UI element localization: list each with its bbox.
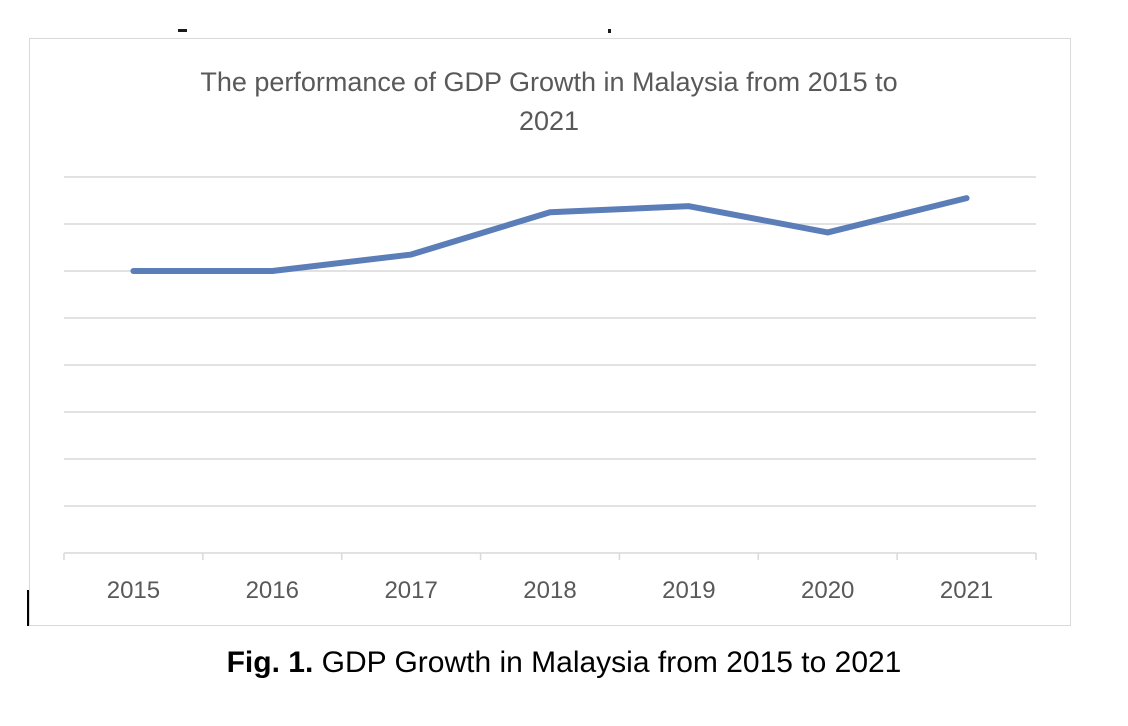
series-layer bbox=[130, 195, 970, 274]
x-tick-label-2021: 2021 bbox=[940, 577, 993, 604]
x-tick-label-2015: 2015 bbox=[107, 577, 160, 604]
x-tick-label-2019: 2019 bbox=[662, 577, 715, 604]
caption-text: GDP Growth in Malaysia from 2015 to 2021 bbox=[321, 646, 902, 679]
figure-caption: Fig. 1. GDP Growth in Malaysia from 2015… bbox=[0, 646, 1128, 680]
cropped-text-fragment bbox=[608, 29, 611, 33]
x-tick-labels: 2015 2016 2017 2018 2019 2020 2021 bbox=[107, 577, 994, 604]
chart-area: The performance of GDP Growth in Malaysi… bbox=[29, 38, 1071, 626]
x-tick-label-2016: 2016 bbox=[246, 577, 299, 604]
series-line-0 bbox=[130, 195, 970, 274]
chart-svg: The performance of GDP Growth in Malaysi… bbox=[63, 67, 1037, 604]
chart-title-line-2: 2021 bbox=[519, 106, 579, 136]
x-tick-label-2017: 2017 bbox=[384, 577, 437, 604]
x-tick-label-2020: 2020 bbox=[801, 577, 854, 604]
left-border-mark bbox=[27, 590, 29, 626]
chart-title-line-1: The performance of GDP Growth in Malaysi… bbox=[200, 67, 897, 97]
cropped-text-fragment bbox=[178, 29, 187, 32]
x-axis bbox=[63, 552, 1037, 560]
caption-prefix: Fig. 1. bbox=[226, 646, 314, 679]
x-tick-label-2018: 2018 bbox=[523, 577, 576, 604]
gridlines bbox=[64, 176, 1036, 507]
